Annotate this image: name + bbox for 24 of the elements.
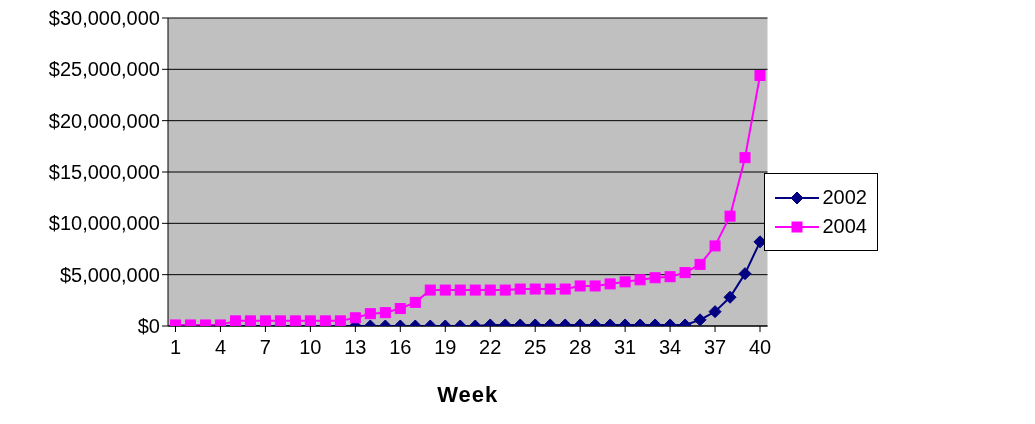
x-tick-label: 4 [214, 336, 227, 359]
y-tick-label: $25,000,000 [48, 58, 160, 81]
legend-label: 2002 [822, 186, 867, 209]
legend-label: 2004 [822, 215, 867, 238]
y-tick-label: $15,000,000 [48, 161, 160, 184]
y-tick-label: $30,000,000 [48, 7, 160, 30]
x-tick-label: 40 [748, 336, 772, 359]
y-tick-label: $20,000,000 [48, 109, 160, 132]
y-tick-label: $10,000,000 [48, 212, 160, 235]
x-tick-label: 31 [613, 336, 637, 359]
x-tick-label: 34 [658, 336, 682, 359]
y-tick-label: $0 [137, 315, 160, 338]
y-tick-label: $5,000,000 [59, 263, 160, 286]
x-tick-label: 16 [389, 336, 412, 359]
x-tick-label: 25 [524, 336, 547, 359]
x-tick-label: 37 [703, 336, 727, 359]
x-tick-label: 28 [569, 336, 592, 359]
x-tick-label: 22 [479, 336, 502, 359]
x-tick-label: 19 [434, 336, 457, 359]
x-tick-label: 10 [299, 336, 322, 359]
x-axis-title: Week [437, 382, 499, 407]
x-tick-label: 13 [344, 336, 367, 359]
x-tick-label: 7 [259, 336, 271, 359]
x-tick-label: 1 [169, 336, 182, 359]
